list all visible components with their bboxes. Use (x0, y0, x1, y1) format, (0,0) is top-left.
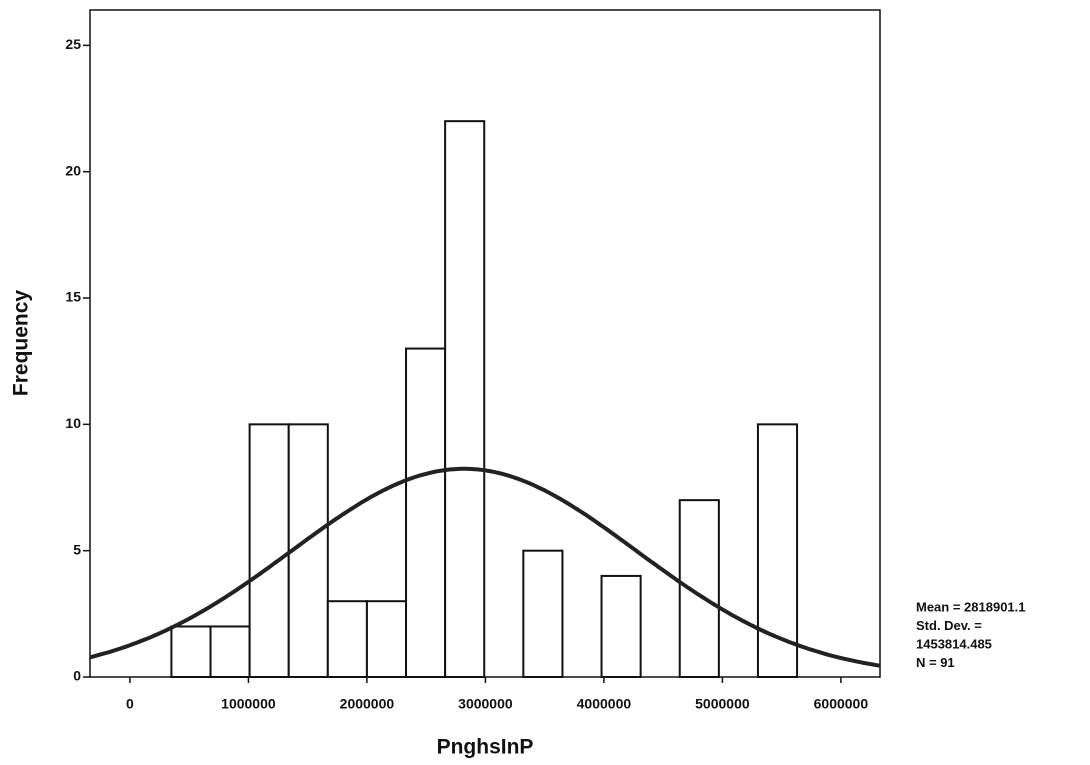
bar (170, 625, 212, 679)
bar (756, 423, 799, 678)
bar (444, 120, 486, 678)
x-tick-label: 1000000 (221, 696, 276, 712)
y-axis-title: Frequency (10, 290, 33, 397)
x-tick-label: 5000000 (695, 696, 750, 712)
stats-line: Mean = 2818901.1 (916, 599, 1026, 614)
bar (287, 423, 329, 678)
bar (405, 347, 447, 678)
x-tick-label: 2000000 (340, 696, 395, 712)
stats-line: Std. Dev. = (916, 618, 982, 633)
x-tick-label: 6000000 (814, 696, 869, 712)
y-tick-label: 20 (65, 162, 81, 178)
x-tick-label: 4000000 (577, 696, 632, 712)
bar (248, 423, 290, 678)
stats-line: 1453814.485 (916, 636, 992, 651)
y-tick-label: 0 (73, 668, 81, 684)
bar (522, 549, 564, 679)
x-axis-title: PnghsInP (437, 736, 534, 759)
normal-curve (89, 466, 881, 668)
stats-line: N = 91 (916, 655, 955, 670)
y-tick-label: 15 (65, 289, 81, 305)
x-tick-label: 0 (126, 696, 134, 712)
bar (326, 600, 368, 678)
y-tick-label: 25 (65, 36, 81, 52)
bar (600, 574, 642, 678)
bar (209, 625, 251, 679)
y-tick-label: 5 (73, 541, 81, 557)
bar (678, 499, 720, 679)
x-tick-label: 3000000 (458, 696, 513, 712)
y-tick-label: 10 (65, 415, 81, 431)
bar (365, 600, 408, 678)
